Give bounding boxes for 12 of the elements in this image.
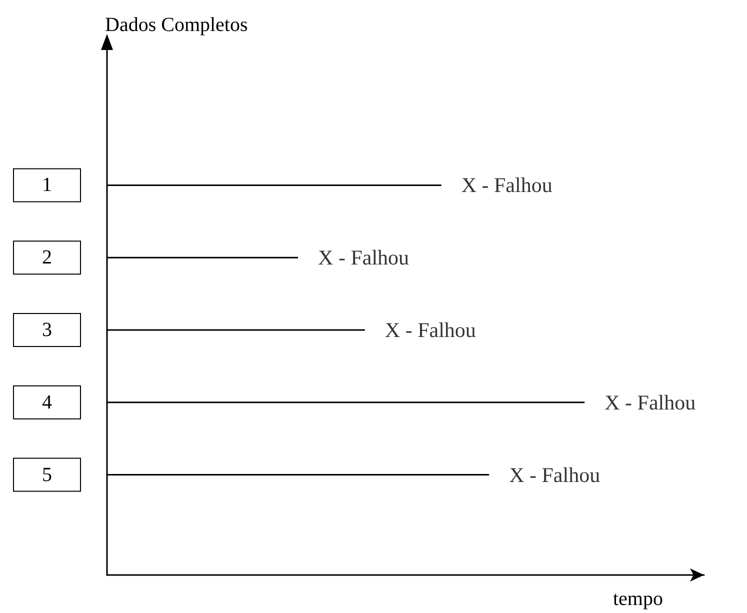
annotation: X - Falhou: [384, 318, 476, 342]
annotation: X - Falhou: [461, 173, 553, 198]
y-tick-label: 5: [42, 464, 52, 486]
annotation: X - Falhou: [318, 246, 410, 270]
x-axis-title: tempo: [613, 588, 663, 610]
annotation: X - Falhou: [604, 390, 696, 414]
y-tick-label: 2: [42, 246, 52, 269]
y-tick-label: 1: [42, 174, 52, 196]
y-tick-label: 3: [42, 319, 52, 341]
annotation: X - Falhou: [509, 462, 601, 487]
y-tick-label: 4: [42, 391, 52, 414]
chart-title: Dados Completos: [105, 14, 248, 36]
